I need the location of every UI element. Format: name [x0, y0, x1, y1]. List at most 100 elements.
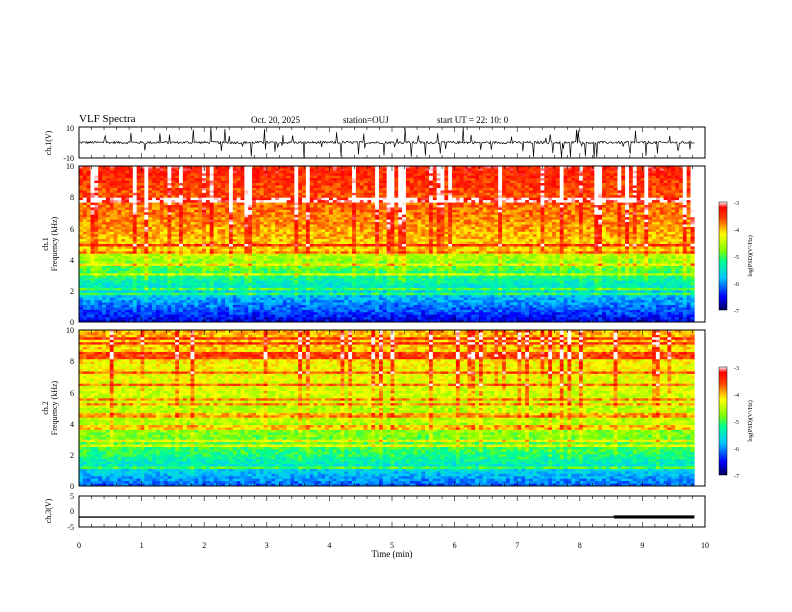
spectrogram-cell	[282, 168, 287, 172]
spectrogram-cell	[302, 175, 307, 179]
spectrogram-cell	[121, 183, 126, 186]
spectrogram-cell	[125, 183, 130, 186]
spectrogram-cell	[236, 319, 241, 322]
spectrogram-cell	[348, 258, 353, 262]
spectrogram-cell	[359, 190, 364, 194]
spectrogram-cell	[313, 265, 318, 269]
spectrogram-cell	[125, 197, 130, 201]
spectrogram-cell	[117, 292, 122, 296]
spectrogram-cell	[202, 265, 207, 269]
spectrogram-cell	[305, 185, 311, 189]
spectrogram-cell	[344, 304, 349, 308]
spectrogram-cell	[171, 207, 176, 211]
spectrogram-cell	[344, 229, 349, 233]
spectrogram-cell	[79, 234, 84, 237]
spectrogram-cell	[194, 229, 199, 233]
spectrogram-cell	[221, 200, 226, 203]
spectrogram-cell	[109, 173, 114, 177]
spectrogram-cell	[148, 229, 153, 233]
spectrogram-cell	[79, 287, 84, 291]
spectrogram-cell	[94, 292, 99, 296]
spectrogram-cell	[117, 207, 122, 211]
spectrogram-cell	[102, 283, 107, 286]
spectrogram-cell	[209, 307, 214, 311]
spectrogram-cell	[102, 187, 107, 191]
spectrogram-cell	[332, 166, 337, 169]
spectrogram-cell	[278, 236, 284, 240]
spectrogram-cell	[205, 304, 211, 308]
spectrogram-cell	[232, 185, 237, 189]
spectrogram-cell	[159, 275, 164, 279]
spectrogram-cell	[102, 173, 107, 177]
spectrogram-cell	[167, 178, 172, 181]
spectrogram-cell	[290, 197, 295, 201]
spectrogram-cell	[213, 219, 218, 223]
spectrogram-cell	[105, 246, 111, 250]
spectrogram-cell	[105, 178, 111, 181]
spectrogram-cell	[263, 263, 268, 267]
spectrogram-cell	[255, 234, 261, 237]
spectrogram-cell	[148, 287, 153, 291]
spectrogram-cell	[263, 197, 268, 201]
spectrogram-cell	[213, 241, 218, 245]
spectrogram-cell	[90, 312, 95, 315]
spectrogram-cell	[244, 300, 249, 303]
spectrogram-cell	[298, 222, 303, 225]
spectrogram-cell	[213, 207, 218, 211]
spectrogram-cell	[182, 241, 187, 245]
spectrogram-cell	[140, 302, 145, 306]
spectrogram-cell	[363, 207, 368, 211]
spectrogram-cell	[79, 290, 84, 294]
spectrogram-cell	[302, 270, 307, 274]
spectrogram-cell	[155, 273, 161, 276]
spectrogram-cell	[325, 258, 330, 262]
spectrogram-cell	[217, 209, 222, 213]
spectrogram-cell	[305, 251, 311, 255]
spectrogram-cell	[290, 226, 295, 230]
spectrogram-cell	[132, 295, 137, 298]
spectrogram-cell	[302, 246, 307, 250]
spectrogram-cell	[121, 173, 126, 177]
spectrogram-cell	[105, 200, 111, 203]
spectrogram-cell	[132, 278, 137, 281]
spectrogram-cell	[213, 229, 218, 233]
spectrogram-cell	[317, 190, 322, 194]
spectrogram-cell	[148, 307, 153, 311]
spectrogram-cell	[275, 183, 280, 186]
spectrogram-cell	[167, 248, 172, 252]
spectrogram-cell	[275, 256, 280, 259]
spectrogram-cell	[213, 202, 218, 206]
spectrogram-cell	[255, 178, 261, 181]
spectrogram-cell	[117, 309, 122, 313]
spectrogram-cell	[140, 297, 145, 301]
spectrogram-cell	[98, 290, 103, 294]
spectrogram-cell	[321, 207, 326, 211]
spectrogram-cell	[359, 170, 364, 174]
spectrogram-cell	[144, 258, 149, 262]
spectrogram-cell	[321, 265, 326, 269]
spectrogram-cell	[328, 290, 334, 294]
spectrogram-cell	[232, 283, 237, 286]
spectrogram-cell	[125, 236, 130, 240]
spectrogram-cell	[79, 183, 84, 186]
spectrogram-cell	[171, 317, 176, 320]
spectrogram-cell	[194, 278, 199, 281]
spectrogram-cell	[359, 195, 364, 198]
spectrogram-cell	[159, 258, 164, 262]
spectrogram-cell	[259, 263, 264, 267]
spectrogram-cell	[182, 185, 187, 189]
spectrogram-cell	[244, 190, 249, 194]
spectrogram-cell	[332, 200, 337, 203]
spectrogram-cell	[317, 261, 322, 264]
spectrogram-cell	[132, 309, 137, 313]
spectrogram-cell	[90, 209, 95, 213]
spectrogram-cell	[86, 244, 91, 247]
spectrogram-cell	[202, 251, 207, 255]
spectrogram-cell	[228, 312, 234, 315]
spectrogram-cell	[294, 270, 299, 274]
spectrogram-cell	[202, 258, 207, 262]
spectrogram-cell	[267, 302, 272, 306]
spectrogram-cell	[298, 192, 303, 196]
spectrogram-cell	[209, 190, 214, 194]
spectrogram-cell	[98, 180, 103, 184]
